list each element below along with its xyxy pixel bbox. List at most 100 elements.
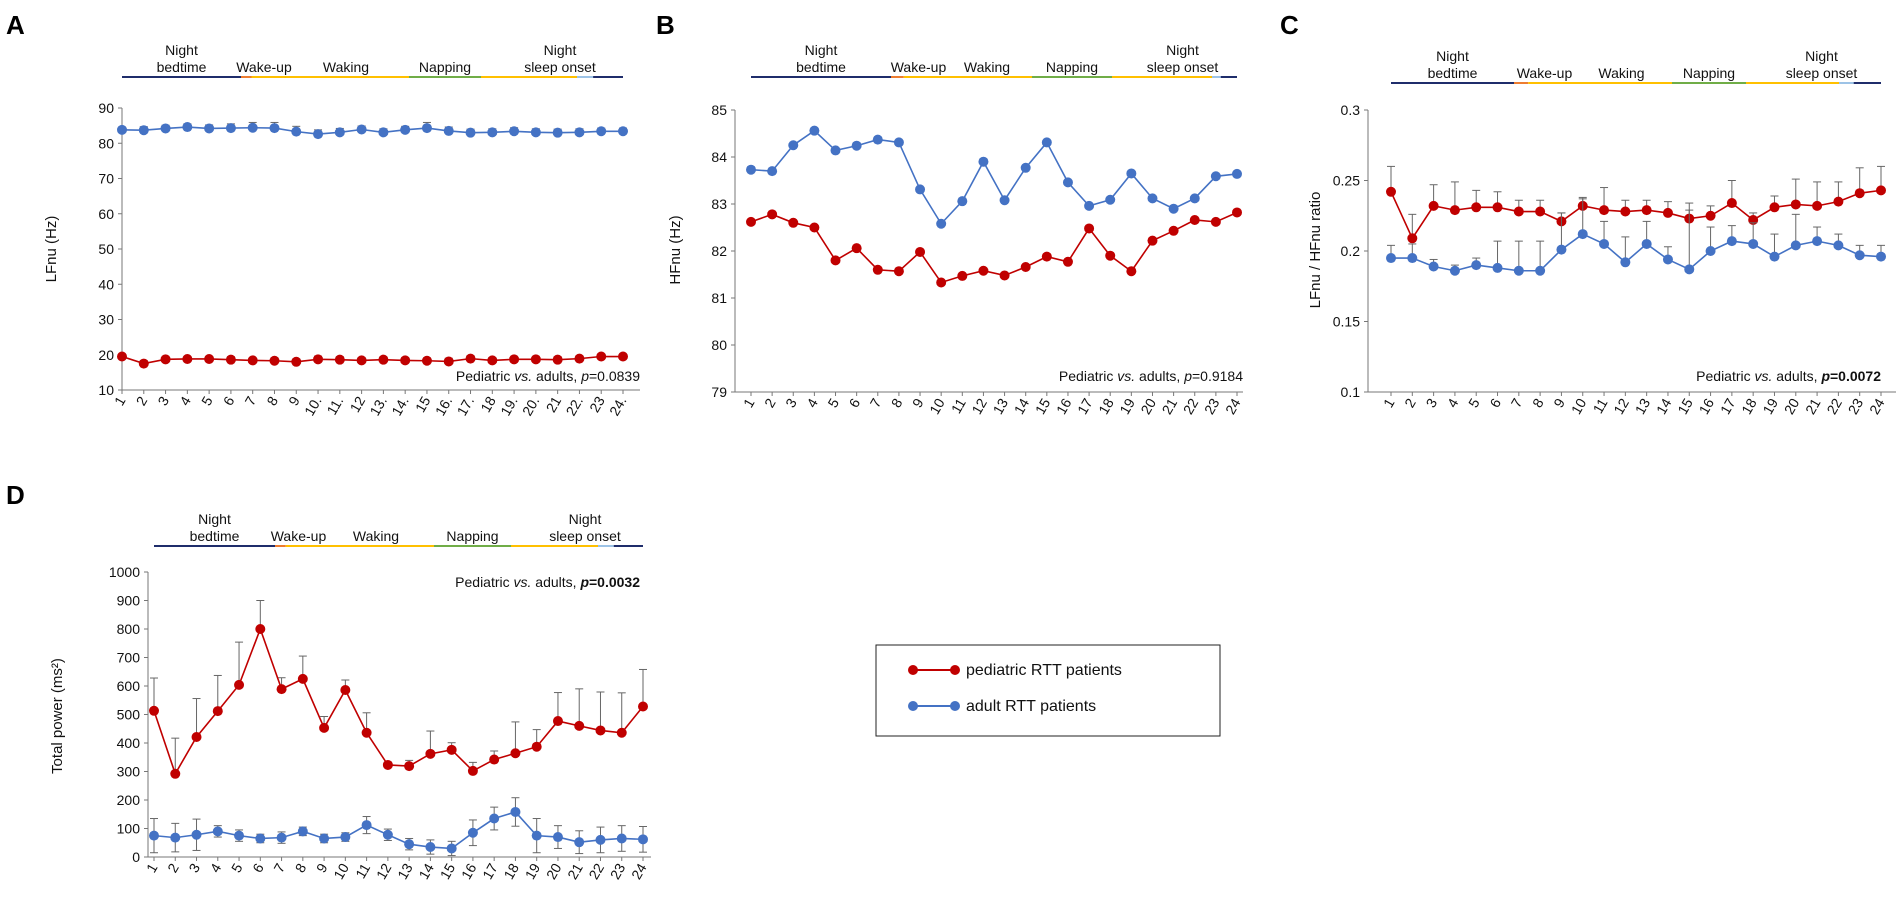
data-point-adult	[915, 184, 926, 195]
x-tick-label: 3	[154, 393, 172, 408]
x-tick-label: 24	[628, 860, 650, 882]
data-point-pediatric	[1210, 216, 1221, 227]
data-point-adult	[276, 832, 287, 843]
data-point-adult	[404, 839, 415, 850]
data-point-pediatric	[334, 354, 345, 365]
phase-label-night-sleep-onset: sleep onset	[549, 528, 621, 544]
y-tick-label: 85	[711, 102, 727, 118]
series-line-pediatric	[153, 626, 644, 776]
x-tick-label: 14	[1653, 395, 1675, 417]
x-tick-label: 17	[479, 860, 501, 882]
data-point-pediatric	[1599, 205, 1610, 216]
y-tick-label: 400	[117, 735, 141, 751]
data-point-pediatric	[234, 679, 245, 690]
data-point-pediatric	[255, 624, 266, 634]
legend-marker-pediatric	[950, 665, 960, 675]
x-tick-label: 7	[270, 860, 288, 875]
x-tick-label: 9	[313, 860, 331, 875]
data-point-pediatric	[1041, 251, 1052, 262]
data-point-pediatric	[595, 725, 606, 736]
data-point-pediatric	[1105, 250, 1116, 261]
data-point-adult	[425, 842, 436, 853]
data-point-adult	[421, 123, 432, 134]
data-point-pediatric	[574, 353, 585, 364]
data-point-adult	[446, 843, 457, 854]
y-tick-label: 40	[98, 276, 114, 292]
data-point-pediatric	[465, 353, 476, 364]
legend-marker-adult	[950, 701, 960, 711]
panel-label-c: C	[1280, 10, 1299, 40]
y-axis-label: LFnu (Hz)	[43, 216, 60, 283]
data-point-adult	[1535, 265, 1546, 276]
data-point-pediatric	[247, 355, 258, 366]
y-tick-label: 10	[98, 382, 114, 398]
x-tick-label: 20	[1137, 395, 1159, 417]
data-point-adult	[334, 127, 345, 138]
data-point-adult	[1641, 238, 1652, 249]
phase-label-night-sleep-onset: sleep onset	[1147, 59, 1219, 75]
x-tick-label: 8	[292, 860, 310, 875]
stats-annotation: Pediatric vs. adults, p=0.0032	[455, 574, 640, 590]
data-point-pediatric	[382, 759, 393, 770]
phase-label-night-bedtime: bedtime	[157, 59, 207, 75]
x-tick-label: 10	[330, 860, 352, 882]
data-point-adult	[1684, 264, 1695, 275]
data-point-adult	[234, 830, 245, 841]
phase-label-waking: Waking	[353, 528, 399, 544]
x-tick-label: 10.	[301, 394, 325, 419]
x-tick-label: 7	[867, 395, 885, 410]
x-tick-label: 2	[1401, 395, 1419, 410]
data-point-adult	[319, 833, 330, 844]
data-point-pediatric	[893, 266, 904, 277]
data-point-adult	[1812, 236, 1823, 247]
x-tick-label: 17	[1074, 395, 1096, 417]
x-tick-label: 16.	[432, 394, 456, 419]
data-point-pediatric	[915, 246, 926, 257]
y-tick-label: 0.25	[1333, 173, 1360, 189]
data-point-pediatric	[746, 216, 756, 227]
x-tick-label: 5	[824, 395, 842, 410]
legend-marker-pediatric	[908, 665, 918, 675]
x-tick-label: 5	[228, 860, 246, 875]
data-point-pediatric	[1812, 200, 1823, 211]
data-point-adult	[1084, 200, 1095, 211]
data-point-pediatric	[138, 358, 149, 369]
data-point-pediatric	[618, 351, 628, 362]
data-point-pediatric	[1620, 206, 1631, 217]
data-point-pediatric	[809, 222, 820, 233]
y-tick-label: 70	[98, 171, 114, 187]
phase-label-night-sleep-onset: Night	[1166, 42, 1199, 58]
data-point-adult	[830, 145, 841, 156]
data-point-pediatric	[1854, 188, 1865, 199]
data-point-adult	[291, 126, 302, 137]
data-point-pediatric	[297, 673, 308, 684]
data-point-adult	[1168, 203, 1179, 214]
y-tick-label: 800	[117, 621, 141, 637]
data-point-pediatric	[276, 684, 287, 695]
data-point-pediatric	[509, 354, 520, 365]
x-tick-label: 1	[143, 860, 161, 875]
x-tick-label: 21	[543, 393, 565, 415]
data-point-pediatric	[1407, 233, 1418, 244]
data-point-adult	[467, 827, 478, 838]
data-point-pediatric	[1833, 196, 1844, 207]
data-point-adult	[489, 813, 500, 824]
data-point-pediatric	[1147, 235, 1158, 246]
data-point-adult	[1386, 253, 1396, 264]
y-tick-label: 81	[711, 290, 727, 306]
x-tick-label: 24	[1222, 395, 1244, 417]
legend-box	[875, 644, 1221, 737]
data-point-adult	[574, 837, 585, 848]
x-tick-label: 12	[347, 393, 369, 415]
data-point-pediatric	[851, 243, 862, 254]
x-tick-label: 2	[133, 393, 151, 408]
data-point-adult	[1513, 265, 1524, 276]
data-point-adult	[999, 195, 1010, 206]
y-tick-label: 1000	[109, 564, 140, 580]
data-point-adult	[378, 127, 389, 138]
y-axis-label: Total power (ms²)	[49, 658, 66, 774]
data-point-adult	[1492, 262, 1503, 273]
data-point-adult	[957, 196, 968, 207]
data-point-adult	[1041, 137, 1052, 148]
